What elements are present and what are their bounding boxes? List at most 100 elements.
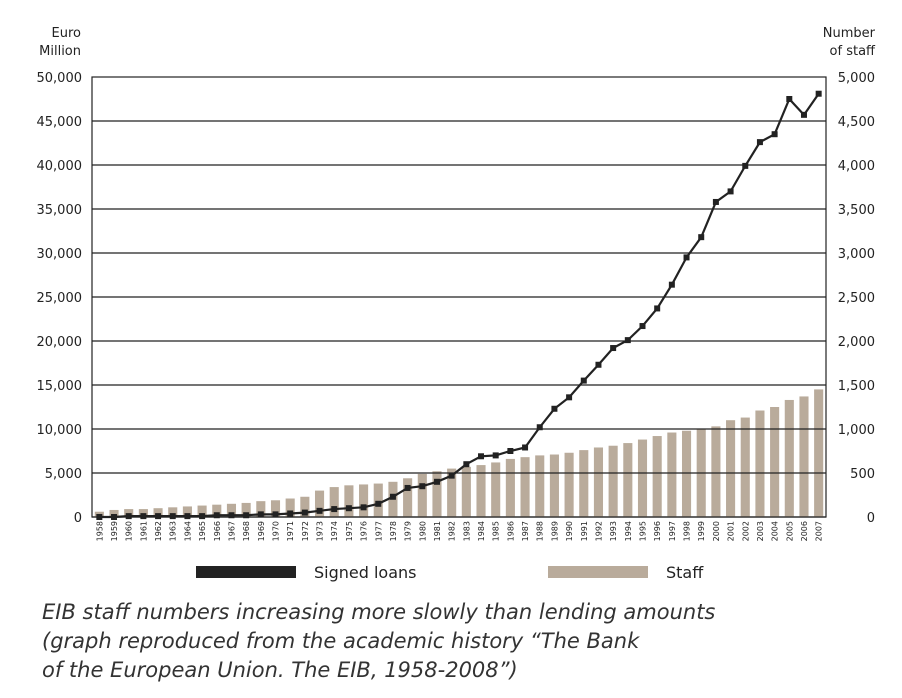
- loan-point-1992: [595, 361, 602, 368]
- loan-point-1981: [433, 478, 440, 485]
- year-label-1996: 1996: [653, 521, 662, 541]
- year-label-1976: 1976: [360, 521, 369, 541]
- staff-bar-1991: [579, 450, 589, 517]
- loan-point-1959: [111, 514, 118, 520]
- right-tick-label: 0: [867, 511, 875, 526]
- year-label-1987: 1987: [521, 521, 530, 541]
- staff-bar-1993: [608, 445, 618, 517]
- staff-bar-1968: [241, 502, 251, 517]
- right-tick-label: 3,500: [838, 203, 875, 218]
- year-label-1975: 1975: [345, 521, 354, 541]
- loan-point-1997: [668, 281, 675, 288]
- loan-point-1960: [125, 513, 132, 520]
- year-label-1982: 1982: [448, 521, 457, 541]
- right-tick-label: 3,000: [838, 247, 875, 262]
- year-label-1968: 1968: [242, 521, 251, 541]
- left-tick-label: 15,000: [37, 379, 83, 394]
- loan-point-1978: [389, 493, 396, 500]
- staff-bar-1964: [182, 506, 192, 517]
- loan-point-1968: [243, 512, 250, 519]
- loan-point-2001: [727, 188, 734, 195]
- staff-bar-1971: [285, 498, 295, 517]
- year-axis-labels: 1958 1959 1960 1961 1962 1963 1964 1965 1966 1967…: [95, 521, 823, 541]
- loan-point-1983: [463, 461, 470, 468]
- staff-bar-1984: [476, 465, 486, 517]
- year-label-1958: 1958: [95, 521, 104, 541]
- year-label-1979: 1979: [404, 521, 413, 541]
- staff-bar-1965: [197, 505, 207, 517]
- left-tick-label: 25,000: [37, 291, 83, 306]
- staff-bar-1979: [403, 478, 413, 517]
- legend-loans-swatch: [196, 566, 296, 578]
- right-tick-label: 5,000: [838, 71, 875, 86]
- staff-bar-1992: [593, 447, 604, 517]
- year-label-1965: 1965: [198, 521, 207, 541]
- loan-point-1963: [169, 513, 176, 520]
- right-axis-title-line1: Number: [823, 26, 876, 41]
- loan-point-1999: [698, 234, 705, 241]
- staff-bar-1966: [212, 504, 222, 517]
- staff-bar-2006: [799, 396, 809, 517]
- staff-bar-1980: [417, 473, 427, 517]
- left-tick-label: 20,000: [37, 335, 83, 350]
- staff-bar-2002: [740, 417, 750, 517]
- loan-point-1986: [507, 448, 514, 454]
- loan-point-1972: [301, 509, 308, 516]
- legend-loans-label: Signed loans: [314, 563, 417, 582]
- loan-point-1962: [155, 513, 162, 520]
- loan-point-1984: [478, 453, 485, 460]
- staff-bar-1997: [667, 432, 677, 517]
- loan-point-1965: [199, 513, 206, 520]
- year-label-2006: 2006: [800, 521, 809, 541]
- year-label-1985: 1985: [492, 521, 501, 541]
- staff-bar-1989: [549, 454, 559, 517]
- staff-bar-1990: [564, 452, 574, 517]
- staff-bar-1961: [138, 509, 148, 517]
- loan-point-1996: [654, 305, 661, 312]
- year-label-1972: 1972: [301, 521, 310, 541]
- loans-staff-chart: Euro Million Number of staff 50,000 45,00…: [37, 26, 877, 582]
- year-label-2003: 2003: [756, 521, 765, 541]
- year-label-1962: 1962: [154, 521, 163, 541]
- staff-bar-1976: [359, 484, 369, 517]
- loan-point-1998: [683, 254, 690, 261]
- right-tick-label: 500: [850, 467, 875, 482]
- loan-point-1982: [448, 472, 455, 479]
- year-label-1978: 1978: [389, 521, 398, 541]
- staff-bar-2005: [784, 399, 794, 517]
- year-label-2005: 2005: [785, 521, 794, 541]
- left-tick-label: 40,000: [37, 159, 83, 174]
- loan-point-1988: [536, 424, 543, 431]
- year-label-1971: 1971: [286, 521, 295, 541]
- year-label-1995: 1995: [639, 521, 648, 541]
- year-label-1992: 1992: [594, 521, 603, 541]
- loan-point-1967: [228, 512, 235, 519]
- loan-point-1971: [287, 510, 294, 517]
- loan-point-1974: [331, 506, 338, 513]
- staff-bar-1974: [329, 487, 339, 517]
- left-tick-label: 50,000: [37, 71, 83, 86]
- year-label-1964: 1964: [183, 521, 192, 541]
- year-label-1983: 1983: [462, 521, 471, 541]
- right-tick-label: 2,000: [838, 335, 875, 350]
- year-label-1967: 1967: [227, 521, 236, 541]
- staff-bar-1987: [520, 457, 530, 517]
- left-tick-label: 10,000: [37, 423, 83, 438]
- loan-point-1993: [610, 345, 617, 352]
- staff-bar-1967: [226, 503, 237, 517]
- loan-point-1980: [419, 483, 426, 490]
- loan-point-1975: [345, 505, 352, 512]
- year-label-1970: 1970: [272, 521, 281, 541]
- year-label-1998: 1998: [683, 521, 692, 541]
- year-label-1986: 1986: [506, 521, 515, 541]
- year-label-1989: 1989: [550, 521, 559, 541]
- year-label-1969: 1969: [257, 521, 266, 541]
- loan-point-1973: [316, 507, 323, 514]
- staff-bar-1977: [373, 483, 383, 517]
- year-label-1981: 1981: [433, 521, 442, 541]
- staff-bar-1970: [270, 500, 281, 517]
- staff-bar-1962: [153, 508, 163, 517]
- loan-point-1989: [551, 405, 558, 412]
- year-label-2000: 2000: [712, 521, 721, 541]
- year-label-1993: 1993: [609, 521, 618, 541]
